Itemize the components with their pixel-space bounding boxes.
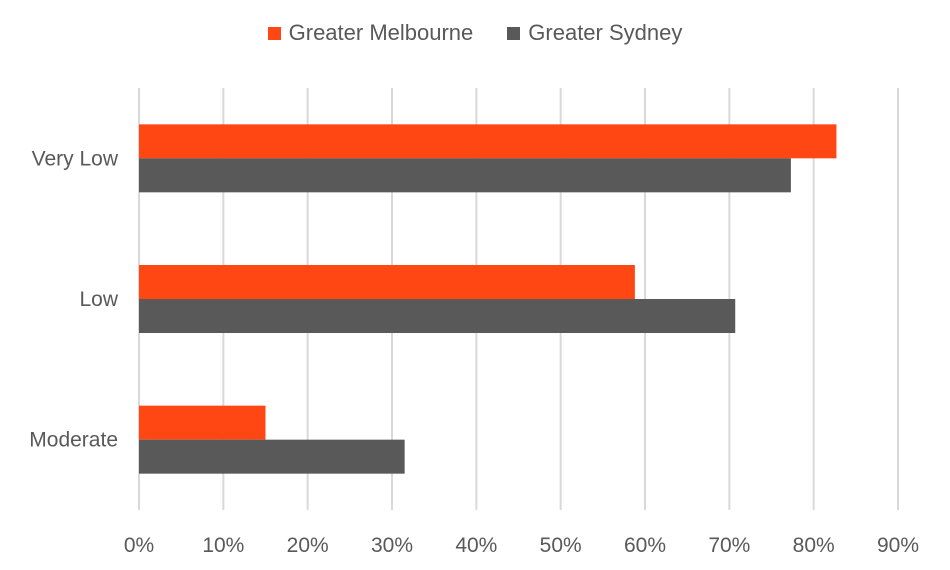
x-tick-label: 60% (624, 534, 666, 557)
legend-label-sydney: Greater Sydney (528, 20, 683, 45)
x-tick-label: 10% (202, 534, 244, 557)
legend: Greater Melbourne Greater Sydney (0, 20, 950, 46)
x-tick-label: 20% (287, 534, 329, 557)
x-tick-label: 40% (455, 534, 497, 557)
x-tick-label: 0% (124, 534, 154, 557)
x-tick-label: 30% (371, 534, 413, 557)
bar-melbourne (139, 124, 837, 159)
category-label: Very Low (32, 147, 119, 170)
category-label: Low (79, 288, 118, 311)
legend-item-melbourne: Greater Melbourne (267, 20, 474, 46)
category-label: Moderate (29, 429, 118, 452)
x-tick-label: 50% (540, 534, 582, 557)
legend-swatch-melbourne (267, 26, 281, 40)
legend-label-melbourne: Greater Melbourne (288, 20, 474, 45)
x-tick-label: 90% (877, 534, 919, 557)
legend-swatch-sydney (507, 26, 521, 40)
legend-item-sydney: Greater Sydney (507, 20, 682, 46)
x-tick-label: 70% (708, 534, 750, 557)
bar-melbourne (139, 265, 635, 299)
bar-sydney (139, 299, 736, 333)
bar-sydney (139, 439, 405, 474)
bar-melbourne (139, 405, 266, 440)
bar-sydney (139, 158, 791, 193)
x-tick-label: 80% (793, 534, 835, 557)
